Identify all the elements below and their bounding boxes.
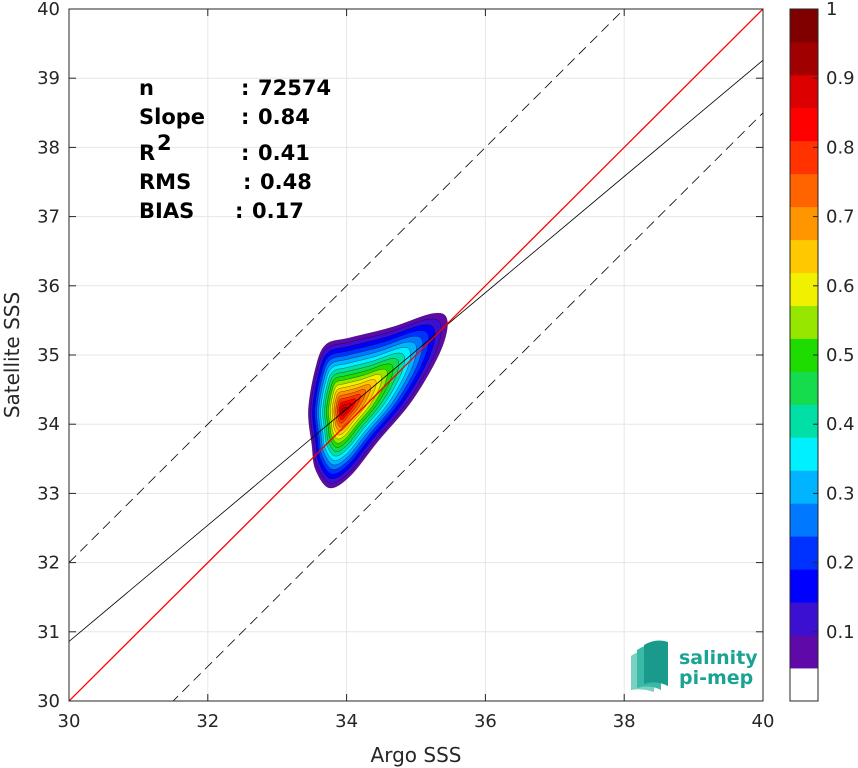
y-tick-label: 30	[37, 691, 60, 712]
y-tick-label: 31	[37, 622, 60, 643]
colorbar-segment	[790, 536, 818, 570]
x-axis-label: Argo SSS	[371, 743, 462, 767]
y-tick-label: 34	[37, 414, 60, 435]
y-tick-label: 37	[37, 207, 60, 228]
logo: salinity pi-mep	[631, 640, 758, 692]
y-tick-label: 35	[37, 345, 60, 366]
stat-value: 0.17	[252, 199, 304, 223]
colorbar-tick-label: 1	[826, 0, 837, 20]
x-tick-label: 30	[58, 711, 81, 732]
colorbar-segment	[790, 9, 818, 43]
colorbar-tick-label: 0.7	[826, 207, 855, 228]
colorbar-segment	[790, 635, 818, 669]
colorbar-segment	[790, 173, 818, 208]
stat-separator: :	[241, 105, 249, 129]
x-tick-label: 38	[613, 711, 636, 732]
colorbar-segment	[790, 569, 818, 603]
colorbar-segment	[790, 602, 818, 636]
y-tick-label: 32	[37, 553, 60, 574]
y-tick-label: 33	[37, 483, 60, 504]
colorbar-segment	[790, 41, 818, 76]
y-tick-label: 38	[37, 137, 60, 158]
logo-line-1: salinity	[679, 647, 758, 669]
stat-label: BIAS	[139, 199, 194, 223]
colorbar-tick-label: 0.4	[826, 414, 855, 435]
colorbar-segment	[790, 272, 818, 306]
stat-superscript: 2	[157, 131, 172, 155]
stat-value: 0.84	[258, 105, 310, 129]
colorbar-segment	[790, 206, 818, 241]
identity-line	[69, 9, 763, 701]
colorbar-segment	[790, 140, 818, 175]
x-tick-label: 34	[335, 711, 358, 732]
upper-bound-line	[69, 9, 625, 563]
y-axis-label: Satellite SSS	[0, 292, 24, 418]
reference-lines	[69, 9, 763, 701]
stat-value: 0.48	[260, 170, 312, 194]
stat-separator: :	[235, 199, 243, 223]
colorbar-tick-label: 0.8	[826, 137, 855, 158]
colorbar-tick-label: 0.5	[826, 345, 855, 366]
density-contours	[308, 312, 448, 489]
y-axis-ticks: 30 31 32 33 34 35 36 37 38 39 40	[37, 0, 763, 712]
y-tick-label: 40	[37, 0, 60, 20]
colorbar-tick-label: 0.3	[826, 483, 855, 504]
y-tick-label: 39	[37, 68, 60, 89]
colorbar-segment	[790, 107, 818, 142]
x-tick-label: 32	[196, 711, 219, 732]
x-tick-label: 40	[752, 711, 775, 732]
colorbar-tick-label: 0.9	[826, 68, 855, 89]
colorbar-segment	[790, 305, 818, 339]
stat-label: RMS	[139, 170, 191, 194]
regression-line	[69, 59, 763, 642]
logo-line-2: pi-mep	[679, 667, 753, 689]
stat-label: n	[139, 76, 154, 100]
colorbar-segment	[790, 404, 818, 438]
colorbar-tick-label: 0.1	[826, 622, 855, 643]
colorbar-segment	[790, 437, 818, 471]
y-tick-label: 36	[37, 276, 60, 297]
colorbar-segment	[790, 668, 818, 702]
stat-separator: :	[241, 76, 249, 100]
x-tick-label: 36	[474, 711, 497, 732]
stat-separator: :	[241, 141, 249, 165]
stat-separator: :	[243, 170, 251, 194]
x-axis-ticks: 30 32 34 36 38 40	[58, 9, 775, 732]
colorbar-tick-label: 0.2	[826, 553, 855, 574]
colorbar: 0.1 0.2 0.3 0.4 0.5 0.6 0.7 0.8 0.9 1	[789, 0, 855, 702]
logo-mark-icon	[631, 640, 668, 692]
colorbar-segment	[790, 239, 818, 274]
lower-bound-line	[172, 112, 763, 701]
stats-box: n: 72574 Slope: 0.84 R 2: 0.41 RMS: 0.48 BIAS…	[139, 76, 331, 223]
stat-value: 72574	[258, 76, 331, 100]
colorbar-tick-label: 0.6	[826, 276, 855, 297]
stat-value: 0.41	[258, 141, 310, 165]
stat-label: Slope	[139, 105, 205, 129]
colorbar-segment	[790, 74, 818, 109]
grid	[68, 8, 764, 702]
colorbar-segment	[790, 503, 818, 537]
colorbar-segment	[790, 371, 818, 405]
colorbar-segment	[790, 470, 818, 504]
stat-label: R	[139, 141, 155, 165]
